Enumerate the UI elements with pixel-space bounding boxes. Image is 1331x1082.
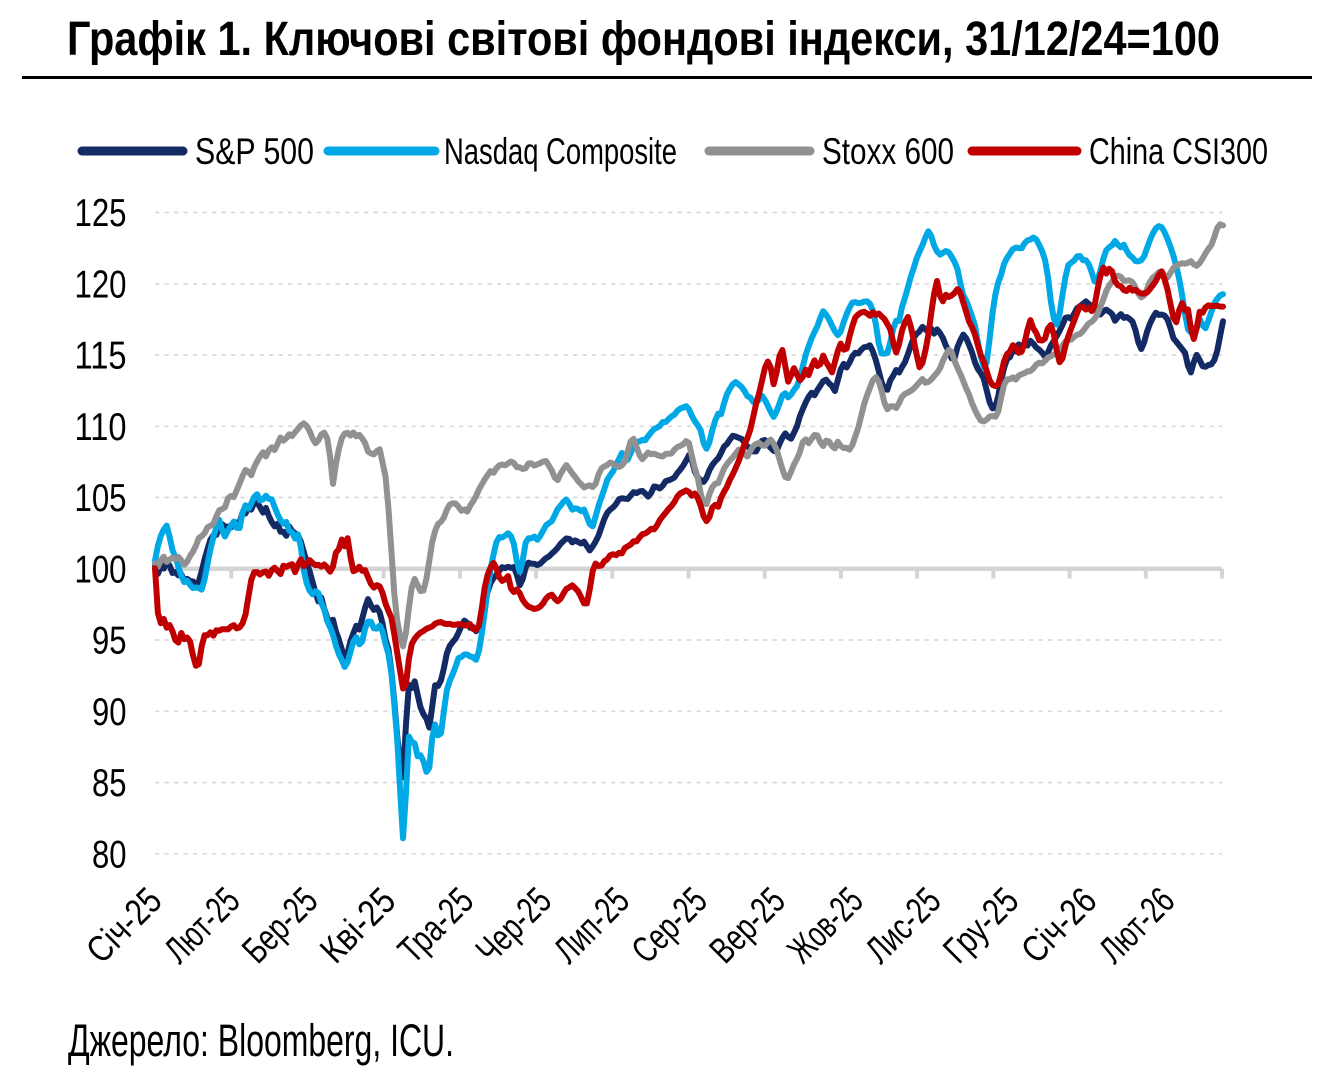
svg-text:115: 115 [75, 335, 127, 378]
svg-text:85: 85 [92, 762, 127, 805]
svg-text:80: 80 [92, 833, 127, 876]
svg-text:China CSI300: China CSI300 [1089, 131, 1268, 172]
svg-text:90: 90 [92, 691, 127, 734]
svg-text:S&P 500: S&P 500 [195, 131, 314, 172]
svg-text:Графік 1. Ключові світові фонд: Графік 1. Ключові світові фондові індекс… [67, 13, 1220, 66]
svg-text:105: 105 [75, 477, 127, 520]
svg-text:125: 125 [75, 192, 127, 235]
svg-text:Nasdaq Composite: Nasdaq Composite [444, 131, 677, 172]
svg-text:95: 95 [92, 620, 127, 663]
svg-text:Stoxx 600: Stoxx 600 [822, 131, 954, 172]
svg-text:Джерело: Bloomberg, ICU.: Джерело: Bloomberg, ICU. [68, 1015, 454, 1066]
svg-text:110: 110 [75, 406, 127, 449]
svg-text:100: 100 [75, 548, 127, 591]
svg-text:120: 120 [75, 263, 127, 306]
